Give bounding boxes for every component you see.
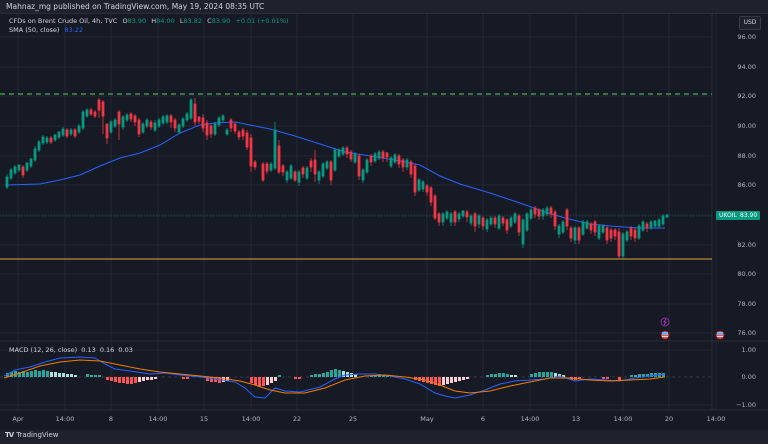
- time-tick: 14:00: [613, 415, 633, 423]
- time-tick: 14:00: [55, 415, 75, 423]
- event-icons[interactable]: [660, 317, 725, 340]
- chart-frame[interactable]: [0, 13, 768, 430]
- low-value: 83.82: [183, 17, 203, 25]
- open-label: O: [122, 17, 128, 25]
- price-tick: 86.00: [737, 181, 756, 189]
- time-tick: 14:00: [148, 415, 168, 423]
- tradingview-logo-icon: TV: [5, 431, 14, 439]
- time-tick: 25: [348, 415, 358, 423]
- brand-name: TradingView: [16, 431, 59, 439]
- price-tick: 92.00: [737, 92, 756, 100]
- symbol-title[interactable]: CFDs on Brent Crude Oil, 4h, TVC: [9, 17, 118, 25]
- signal-line: [3, 359, 666, 394]
- sma-label[interactable]: SMA (50, close): [9, 26, 60, 34]
- tradingview-brand[interactable]: TV TradingView: [5, 431, 59, 439]
- macd-tick: 1.00: [741, 346, 756, 354]
- price-tick: 82.00: [737, 241, 756, 249]
- low-label: L: [179, 17, 184, 25]
- high-value: 84.00: [156, 17, 175, 25]
- time-tick: 6: [480, 415, 486, 423]
- macd-signal-value: 0.03: [118, 346, 133, 354]
- time-tick: 20: [664, 415, 674, 423]
- price-tick: 94.00: [737, 63, 756, 71]
- close-label: C: [207, 17, 212, 25]
- time-tick: 14:00: [520, 415, 540, 423]
- macd-tick: 0.00: [741, 373, 756, 381]
- chart-legend: CFDs on Brent Crude Oil, 4h, TVC O83.90 …: [9, 17, 289, 35]
- price-tick: 76.00: [737, 329, 756, 337]
- time-tick: 14:00: [706, 415, 726, 423]
- time-tick: Apr: [12, 415, 24, 423]
- time-tick: 8: [108, 415, 114, 423]
- candles: [5, 98, 669, 258]
- high-label: H: [151, 17, 157, 25]
- grid: [0, 14, 717, 410]
- sma-value: 83.22: [64, 26, 84, 34]
- macd-legend: MACD (12, 26, close) 0.13 0.16 0.03: [9, 346, 133, 354]
- macd-hist-value: 0.13: [81, 346, 96, 354]
- price-tick: 96.00: [737, 33, 756, 41]
- price-tick: 80.00: [737, 270, 756, 278]
- last-price-tag: 83.90: [737, 211, 761, 220]
- close-value: 83.90: [211, 17, 231, 25]
- macd-label[interactable]: MACD (12, 26, close): [9, 346, 78, 354]
- symbol-tag: UKOIL: [716, 211, 740, 220]
- change-value: +0.01 (+0.01%): [235, 17, 289, 25]
- price-tick: 88.00: [737, 152, 756, 160]
- publisher-caption: Mahnaz_mg published on TradingView.com, …: [6, 2, 265, 11]
- dividend-lightning-icon: [660, 317, 670, 327]
- open-value: 83.90: [127, 17, 147, 25]
- macd-tick: −1.00: [736, 401, 756, 409]
- price-tick: 78.00: [737, 300, 756, 308]
- time-tick: 15: [199, 415, 209, 423]
- time-tick: 22: [292, 415, 302, 423]
- time-tick: 13: [571, 415, 581, 423]
- price-tick: 90.00: [737, 122, 756, 130]
- macd-value: 0.16: [99, 346, 115, 354]
- time-tick: 14:00: [241, 415, 261, 423]
- time-tick: May: [420, 415, 434, 423]
- currency-button[interactable]: USD: [739, 16, 761, 30]
- macd-histogram: [6, 369, 665, 387]
